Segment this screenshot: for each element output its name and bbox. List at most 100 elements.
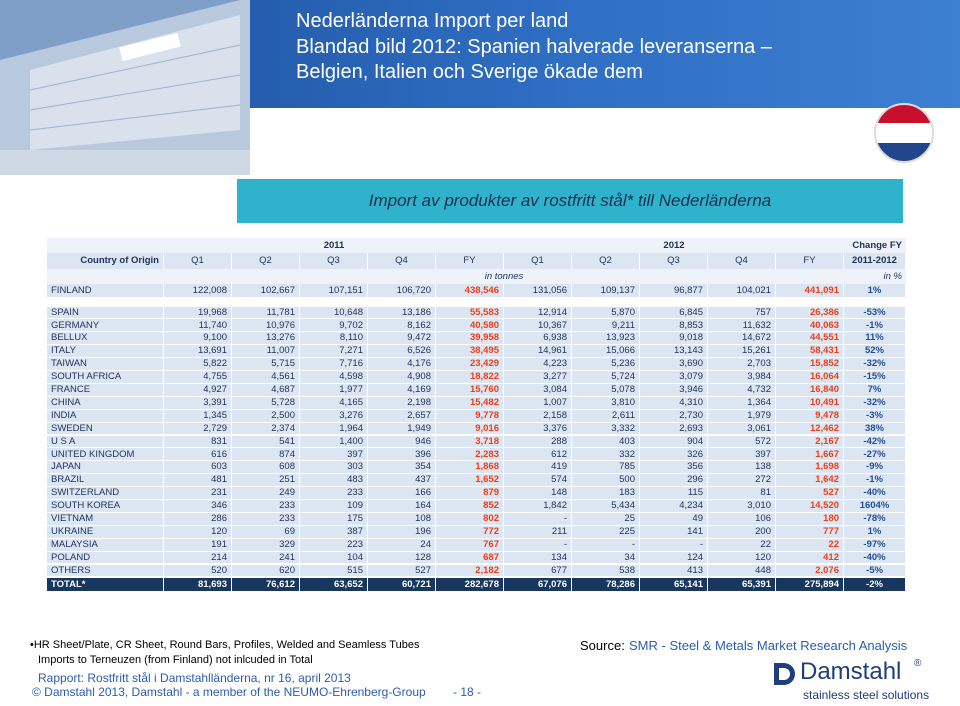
value-cell: 2,611: [572, 409, 640, 423]
value-cell: 13,186: [368, 306, 436, 320]
value-cell: 14,961: [504, 345, 572, 359]
value-cell: 4,908: [368, 371, 436, 384]
logo-icon: [774, 663, 795, 685]
country: JAPAN: [47, 461, 164, 475]
value-cell: 104: [300, 551, 368, 565]
value-cell: 296: [640, 474, 708, 488]
country: SOUTH AFRICA: [47, 371, 164, 384]
value-cell: 4,755: [164, 371, 232, 384]
value-cell: 831: [164, 435, 232, 449]
value-cell: 5,724: [572, 371, 640, 384]
value-cell: 2,703: [708, 358, 776, 371]
value-cell: 78,286: [572, 578, 640, 592]
header-photo: [0, 0, 250, 175]
country: SOUTH KOREA: [47, 500, 164, 513]
value-cell: -2%: [844, 578, 906, 592]
value-cell: 9,472: [368, 332, 436, 346]
value-cell: 4,598: [300, 371, 368, 384]
value-cell: 397: [708, 448, 776, 462]
value-cell: 3,718: [436, 435, 504, 449]
value-cell: 233: [232, 512, 300, 526]
value-cell: 241: [232, 551, 300, 565]
value-cell: 22: [776, 538, 844, 552]
value-cell: 16,064: [776, 371, 844, 384]
value-cell: 11,781: [232, 306, 300, 320]
value-cell: 166: [368, 487, 436, 500]
value-cell: 4,927: [164, 383, 232, 397]
country: TOTAL*: [47, 578, 164, 592]
value-cell: 3,690: [640, 358, 708, 371]
value-cell: 403: [572, 435, 640, 449]
value-cell: 332: [572, 448, 640, 462]
value-cell: 2,730: [640, 409, 708, 423]
value-cell: 15,482: [436, 396, 504, 410]
value-cell: 1,667: [776, 448, 844, 462]
country: VIETNAM: [47, 512, 164, 526]
value-cell: 128: [368, 551, 436, 565]
value-cell: 286: [164, 512, 232, 526]
value-cell: 438,546: [436, 284, 504, 298]
value-cell: 757: [708, 306, 776, 320]
value-cell: 2,182: [436, 564, 504, 578]
value-cell: 346: [164, 500, 232, 513]
value-cell: 22: [708, 538, 776, 552]
value-cell: 1,949: [368, 422, 436, 436]
value-cell: 904: [640, 435, 708, 449]
value-cell: 785: [572, 461, 640, 475]
country: POLAND: [47, 551, 164, 565]
value-cell: 3,277: [504, 371, 572, 384]
value-cell: 12,462: [776, 422, 844, 436]
flag: [874, 103, 934, 163]
value-cell: 106: [708, 512, 776, 526]
value-cell: 616: [164, 448, 232, 462]
value-cell: 63,652: [300, 578, 368, 592]
value-cell: 251: [232, 474, 300, 488]
value-cell: 211: [504, 525, 572, 539]
value-cell: 396: [368, 448, 436, 462]
value-cell: 49: [640, 512, 708, 526]
country: FINLAND: [47, 284, 164, 298]
value-cell: -97%: [844, 538, 906, 552]
value-cell: 14,672: [708, 332, 776, 346]
value-cell: 4,176: [368, 358, 436, 371]
value-cell: 802: [436, 512, 504, 526]
country: UKRAINE: [47, 525, 164, 539]
footnote: •HR Sheet/Plate, CR Sheet, Round Bars, P…: [30, 639, 420, 651]
country: U S A: [47, 435, 164, 449]
country: ITALY: [47, 345, 164, 359]
country: UNITED KINGDOM: [47, 448, 164, 462]
value-cell: 60,721: [368, 578, 436, 592]
year-header: 2012: [663, 239, 685, 251]
logo-mark: ®: [914, 658, 922, 669]
value-cell: 8,853: [640, 319, 708, 333]
unit-row: [47, 269, 906, 284]
value-cell: -40%: [844, 551, 906, 565]
value-cell: 448: [708, 564, 776, 578]
column-header: Q4: [708, 253, 776, 269]
value-cell: 200: [708, 525, 776, 539]
value-cell: 13,276: [232, 332, 300, 346]
column-header: FY: [436, 253, 504, 269]
value-cell: 102,667: [232, 284, 300, 298]
value-cell: 52%: [844, 345, 906, 359]
value-cell: 620: [232, 564, 300, 578]
value-cell: 677: [504, 564, 572, 578]
value-cell: 572: [708, 435, 776, 449]
value-cell: 122,008: [164, 284, 232, 298]
value-cell: -5%: [844, 564, 906, 578]
value-cell: 4,223: [504, 358, 572, 371]
value-cell: 148: [504, 487, 572, 500]
value-cell: 608: [232, 461, 300, 475]
value-cell: 38%: [844, 422, 906, 436]
value-cell: 96,877: [640, 284, 708, 298]
value-cell: 527: [368, 564, 436, 578]
value-cell: 500: [572, 474, 640, 488]
value-cell: 196: [368, 525, 436, 539]
value-cell: 1%: [844, 525, 906, 539]
source: SMR - Steel & Metals Market Research Ana…: [629, 638, 908, 653]
value-cell: -42%: [844, 435, 906, 449]
value-cell: 326: [640, 448, 708, 462]
value-cell: 515: [300, 564, 368, 578]
value-cell: 81: [708, 487, 776, 500]
column-header: Q2: [232, 253, 300, 269]
